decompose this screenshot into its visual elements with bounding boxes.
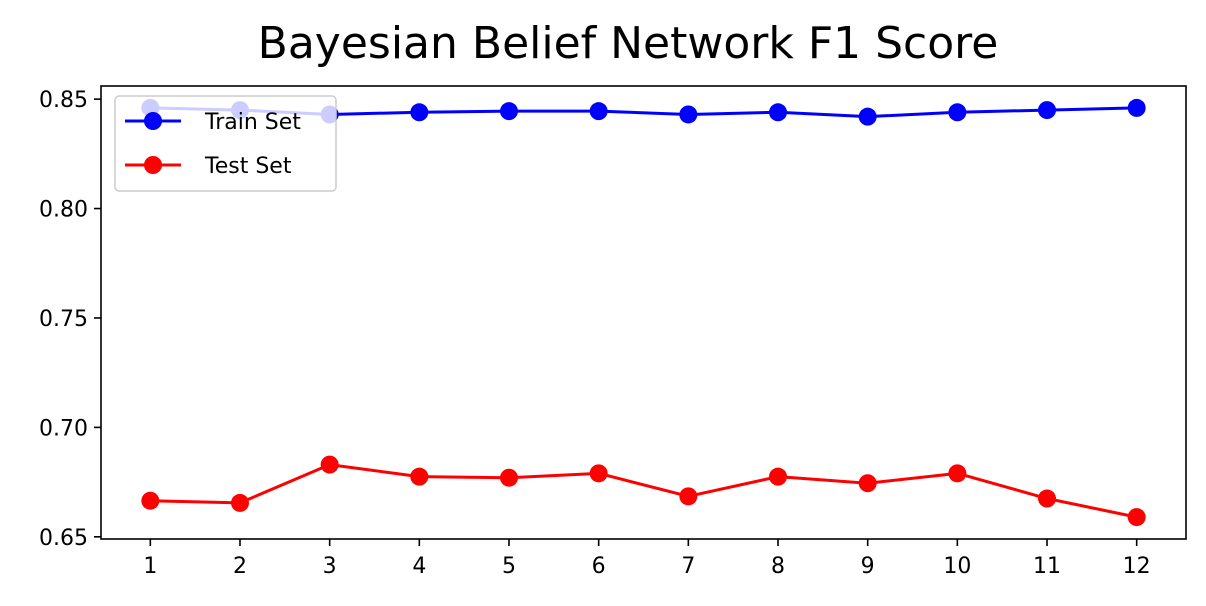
x-tick-label: 5 [502,554,516,579]
x-tick-label: 8 [771,554,785,579]
data-point-test-set [230,493,249,512]
legend-label-test: Test Set [204,154,292,179]
data-point-train-set [499,102,518,121]
legend: Train Set Test Set [114,95,337,192]
data-point-test-set [320,455,339,474]
plot-area-frame [100,85,1187,540]
chart-title: Bayesian Belief Network F1 Score [258,18,999,69]
x-tick-label: 9 [861,554,875,579]
data-point-test-set [499,468,518,487]
legend-label-train: Train Set [204,110,301,135]
data-point-train-set [769,103,788,122]
data-point-test-set [948,464,967,483]
data-point-train-set [1038,101,1057,120]
data-point-test-set [858,474,877,493]
data-point-test-set [141,491,160,510]
data-point-test-set [769,467,788,486]
series-line-test-set [150,463,1137,519]
x-axis: 1 2 3 4 5 6 7 8 9 10 11 12 [143,539,1151,579]
x-tick-label: 4 [412,554,426,579]
x-tick-label: 12 [1123,554,1151,579]
y-tick-label: 0.75 [39,307,88,332]
data-point-train-set [858,107,877,126]
series-test-set [141,455,1146,527]
x-tick-label: 2 [233,554,247,579]
data-point-train-set [948,103,967,122]
data-point-train-set [679,105,698,124]
data-point-test-set [1127,508,1146,527]
data-point-test-set [679,487,698,506]
x-tick-label: 6 [592,554,606,579]
data-point-test-set [1038,489,1057,508]
legend-train-marker [144,112,162,130]
data-point-train-set [1127,98,1146,117]
data-point-test-set [410,467,429,486]
legend-test-marker [144,156,162,174]
x-tick-label: 11 [1033,554,1061,579]
y-tick-label: 0.65 [39,526,88,551]
x-tick-label: 7 [681,554,695,579]
data-point-train-set [589,102,608,121]
y-axis: 0.65 0.70 0.75 0.80 0.85 [39,88,101,551]
y-tick-label: 0.85 [39,88,88,113]
x-tick-label: 3 [323,554,337,579]
y-tick-label: 0.80 [39,198,88,223]
data-point-train-set [410,103,429,122]
y-tick-label: 0.70 [39,416,88,441]
data-point-test-set [589,464,608,483]
x-tick-label: 10 [943,554,971,579]
x-tick-label: 1 [143,554,157,579]
